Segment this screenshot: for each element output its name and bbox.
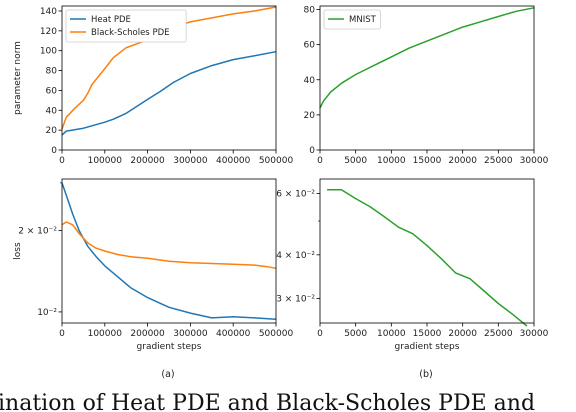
x-tick-label: 30000 bbox=[520, 156, 549, 166]
axes-frame bbox=[61, 178, 277, 324]
legend-entry: MNIST bbox=[349, 15, 377, 25]
series-line-heat-pde bbox=[61, 182, 277, 320]
y-tick-label: 3 × 10⁻² bbox=[276, 294, 315, 304]
x-tick-label: 25000 bbox=[484, 156, 513, 166]
y-tick-label: 60 bbox=[46, 86, 58, 96]
y-tick-label: 140 bbox=[40, 7, 57, 17]
x-tick-label: 20000 bbox=[448, 156, 477, 166]
y-tick-label: 80 bbox=[46, 67, 58, 77]
y-tick-label: 20 bbox=[304, 111, 316, 121]
panel-loss-mnist: 0 5000 10000 15000 20000 25000 30000 3 × 10⁻² 4 … bbox=[276, 178, 549, 352]
x-axis-label: gradient steps bbox=[137, 342, 202, 352]
x-tick-label: 20000 bbox=[448, 329, 477, 339]
y-tick-label: 80 bbox=[304, 6, 316, 16]
y-axis-label: loss bbox=[13, 242, 23, 260]
x-tick-label: 100000 bbox=[88, 329, 123, 339]
x-tick-label: 15000 bbox=[413, 156, 442, 166]
y-tick-label: 4 × 10⁻² bbox=[276, 251, 315, 261]
y-tick-label: 40 bbox=[304, 76, 316, 86]
legend-entry: Black-Scholes PDE bbox=[91, 28, 169, 38]
x-tick-label: 300000 bbox=[173, 329, 208, 339]
x-tick-label: 500000 bbox=[259, 156, 294, 166]
x-tick-label: 400000 bbox=[216, 156, 251, 166]
x-tick-label: 0 bbox=[59, 156, 65, 166]
caption-b: (b) bbox=[419, 369, 432, 380]
x-tick-label: 0 bbox=[317, 329, 323, 339]
panel-parameter-norm-mnist: 0 5000 10000 15000 20000 25000 30000 0 20 40 60 80 M… bbox=[304, 6, 549, 166]
y-tick-label: 20 bbox=[46, 126, 58, 136]
y-tick-label: 40 bbox=[46, 106, 58, 116]
x-tick-label: 0 bbox=[317, 156, 323, 166]
x-tick-label: 0 bbox=[59, 329, 65, 339]
x-tick-label: 10000 bbox=[377, 329, 406, 339]
y-tick-label: 120 bbox=[40, 27, 57, 37]
y-tick-label: 0 bbox=[51, 146, 57, 156]
x-tick-label: 100000 bbox=[88, 156, 123, 166]
y-tick-label: 0 bbox=[309, 146, 315, 156]
series-line-heat-pde bbox=[61, 50, 277, 136]
x-tick-label: 30000 bbox=[520, 329, 549, 339]
figure-caption-text: ination of Heat PDE and Black-Scholes PD… bbox=[0, 391, 535, 412]
series-line-black-scholes-pde bbox=[61, 6, 277, 130]
x-tick-label: 25000 bbox=[484, 329, 513, 339]
panel-parameter-norm-pde: 0 100000 200000 300000 400000 500000 0 20 40 60 80… bbox=[13, 5, 294, 166]
y-tick-label: 10⁻² bbox=[37, 308, 57, 318]
y-tick-label: 6 × 10⁻² bbox=[276, 189, 315, 199]
y-axis-label: parameter norm bbox=[13, 41, 23, 115]
axes-frame bbox=[61, 5, 277, 151]
y-tick-label: 2 × 10⁻² bbox=[18, 226, 57, 236]
x-tick-label: 10000 bbox=[377, 156, 406, 166]
y-tick-label: 100 bbox=[40, 47, 57, 57]
x-tick-label: 500000 bbox=[259, 329, 294, 339]
x-tick-label: 5000 bbox=[344, 329, 367, 339]
x-tick-label: 200000 bbox=[130, 156, 165, 166]
x-tick-label: 5000 bbox=[344, 156, 367, 166]
y-tick-label: 60 bbox=[304, 41, 316, 51]
x-axis-label: gradient steps bbox=[395, 342, 460, 352]
caption-a: (a) bbox=[161, 369, 174, 380]
axes-frame bbox=[319, 178, 535, 324]
series-line-mnist bbox=[319, 7, 535, 109]
legend-entry: Heat PDE bbox=[91, 15, 131, 25]
x-tick-label: 300000 bbox=[173, 156, 208, 166]
x-tick-label: 15000 bbox=[413, 329, 442, 339]
series-line-mnist bbox=[327, 188, 528, 327]
x-tick-label: 400000 bbox=[216, 329, 251, 339]
legend-box bbox=[65, 9, 187, 43]
panel-loss-pde: 0 100000 200000 300000 400000 500000 10⁻² 2 × 1… bbox=[13, 178, 294, 352]
legend-box bbox=[323, 9, 381, 30]
series-line-black-scholes-pde bbox=[61, 221, 277, 270]
x-tick-label: 200000 bbox=[130, 329, 165, 339]
